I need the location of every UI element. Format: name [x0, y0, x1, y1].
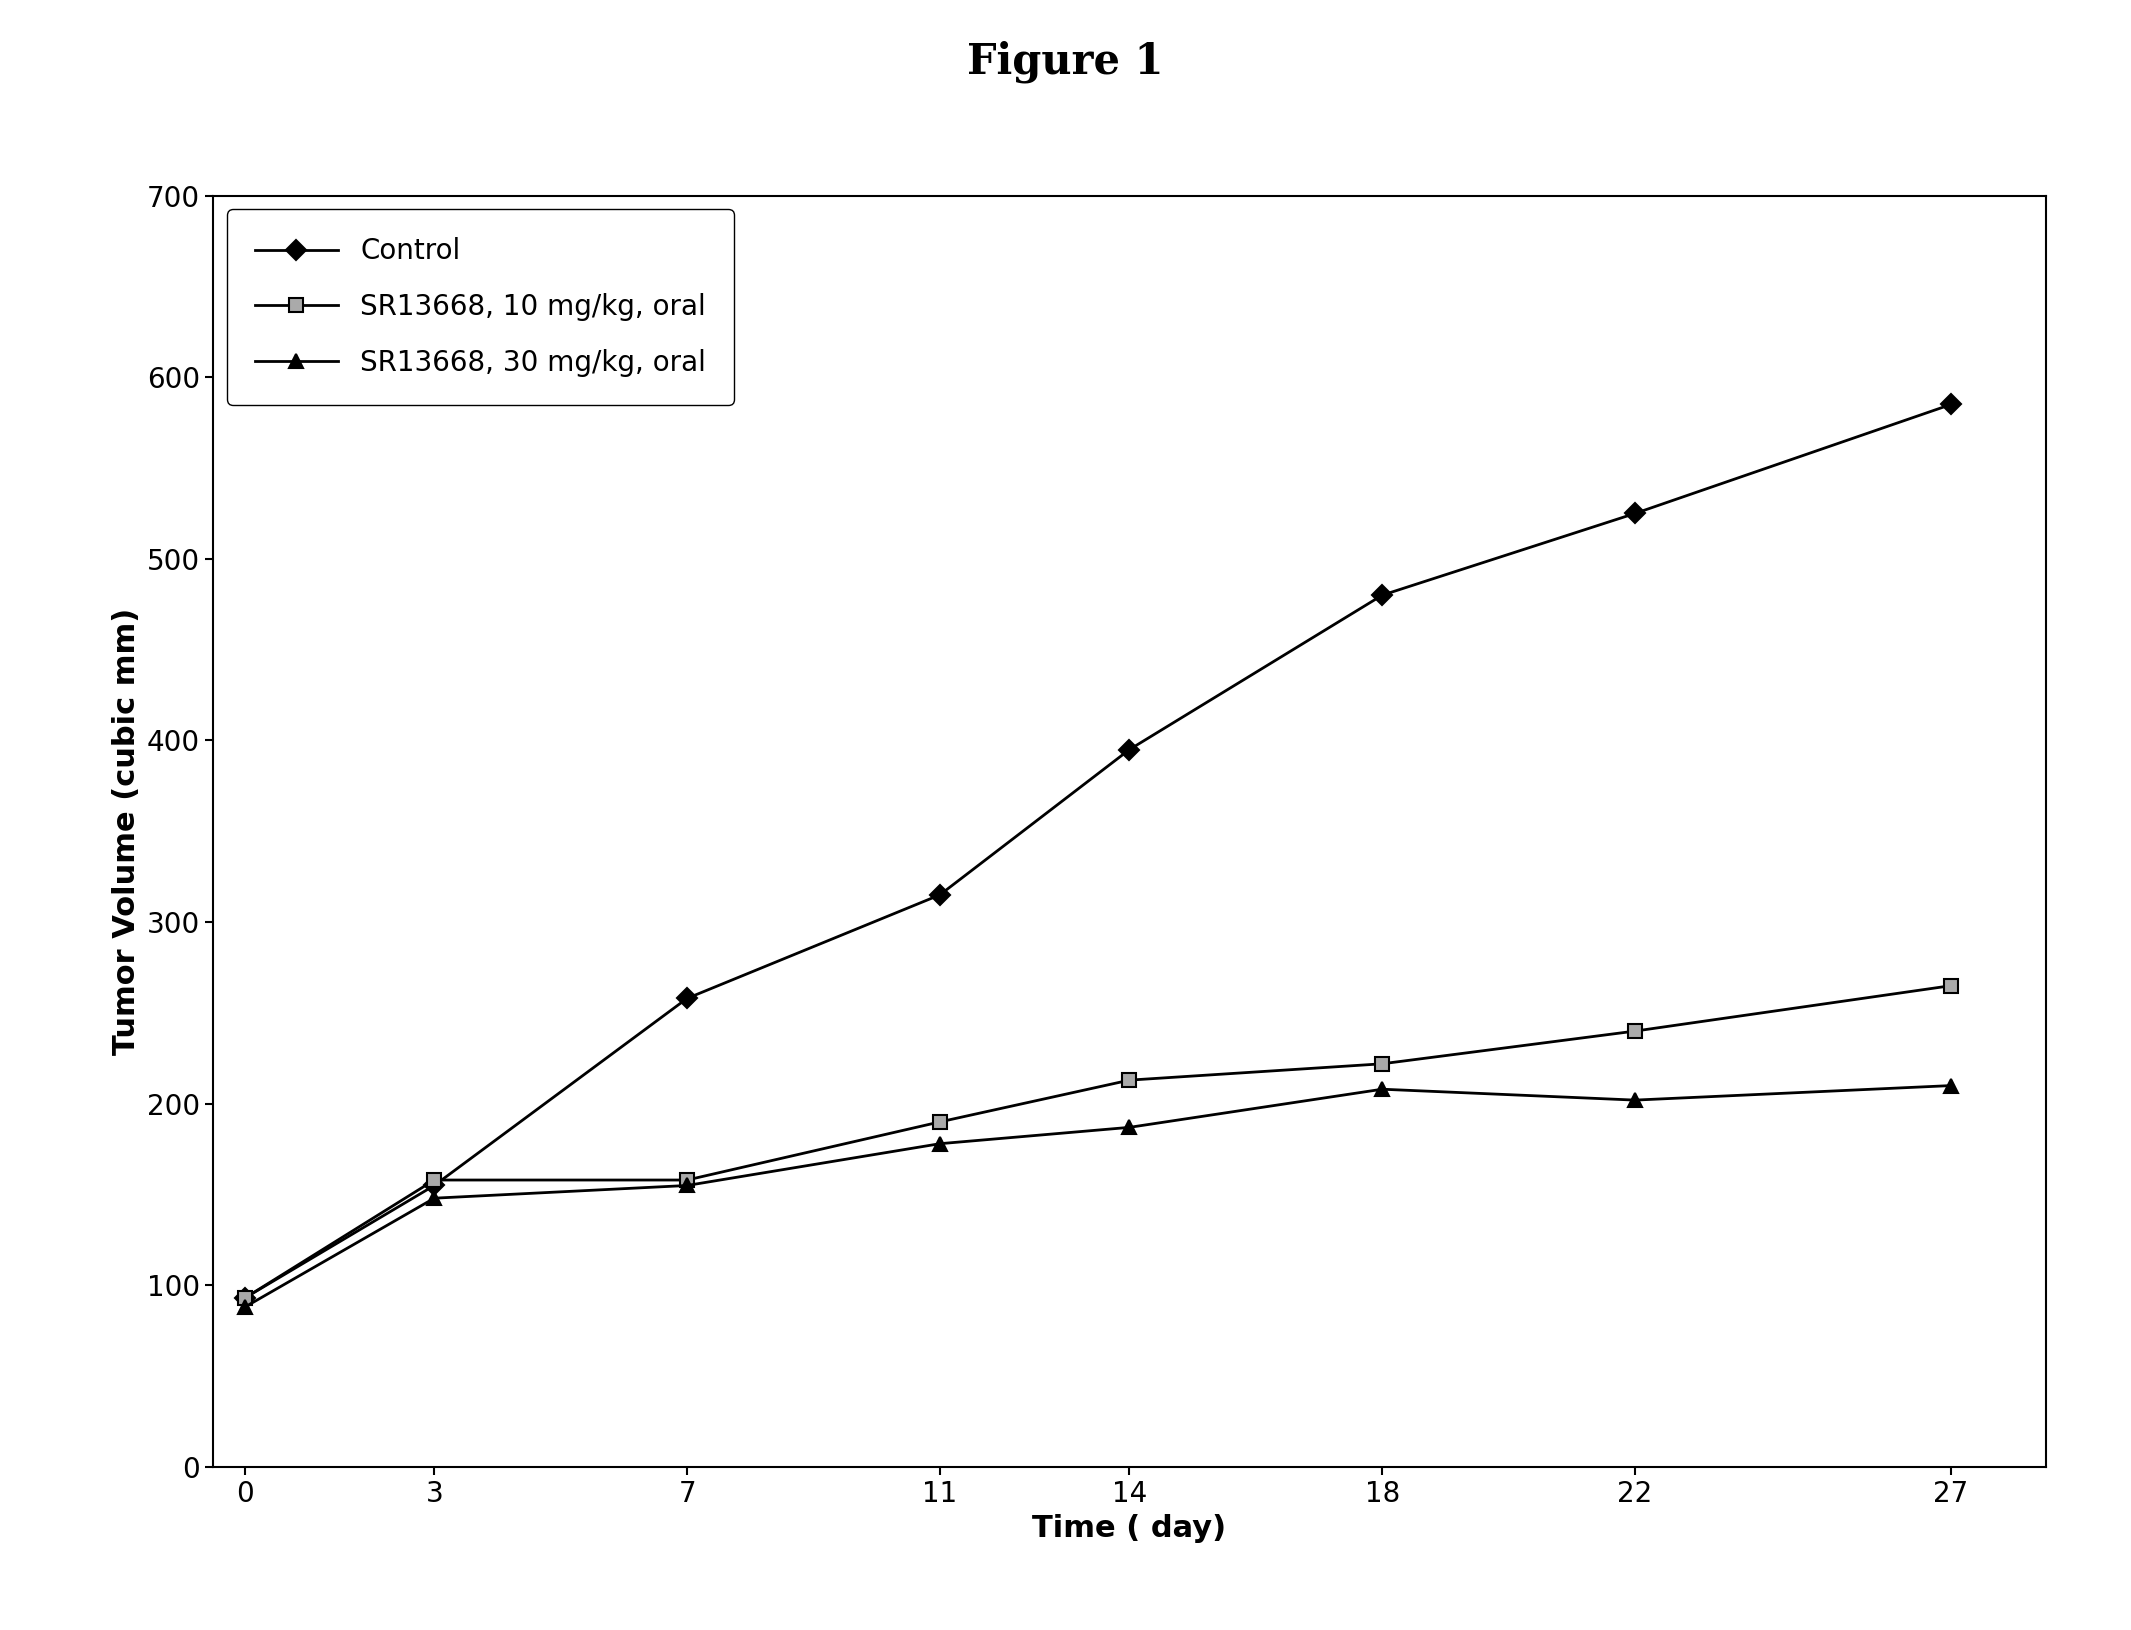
SR13668, 30 mg/kg, oral: [422, 1188, 448, 1208]
Control: [673, 989, 699, 1009]
Line: Control: Control: [239, 398, 1958, 1306]
Control: [232, 1288, 258, 1307]
Line: SR13668, 10 mg/kg, oral: SR13668, 10 mg/kg, oral: [239, 978, 1958, 1306]
Control: [1117, 740, 1142, 760]
Control: [1370, 585, 1396, 605]
Control: [927, 885, 953, 905]
SR13668, 10 mg/kg, oral: [1622, 1022, 1647, 1042]
SR13668, 10 mg/kg, oral: [1370, 1055, 1396, 1074]
Text: Figure 1: Figure 1: [967, 41, 1164, 83]
SR13668, 10 mg/kg, oral: [1939, 976, 1965, 996]
SR13668, 30 mg/kg, oral: [232, 1297, 258, 1317]
SR13668, 30 mg/kg, oral: [927, 1134, 953, 1154]
Line: SR13668, 30 mg/kg, oral: SR13668, 30 mg/kg, oral: [239, 1079, 1958, 1314]
SR13668, 10 mg/kg, oral: [673, 1170, 699, 1190]
Control: [1622, 504, 1647, 523]
Control: [422, 1175, 448, 1195]
SR13668, 10 mg/kg, oral: [927, 1112, 953, 1131]
SR13668, 30 mg/kg, oral: [1370, 1079, 1396, 1099]
SR13668, 30 mg/kg, oral: [1622, 1090, 1647, 1110]
SR13668, 10 mg/kg, oral: [232, 1288, 258, 1307]
Y-axis label: Tumor Volume (cubic mm): Tumor Volume (cubic mm): [113, 608, 141, 1055]
SR13668, 30 mg/kg, oral: [1939, 1076, 1965, 1095]
SR13668, 10 mg/kg, oral: [1117, 1071, 1142, 1090]
Legend: Control, SR13668, 10 mg/kg, oral, SR13668, 30 mg/kg, oral: Control, SR13668, 10 mg/kg, oral, SR1366…: [228, 210, 733, 404]
SR13668, 30 mg/kg, oral: [673, 1175, 699, 1195]
SR13668, 10 mg/kg, oral: [422, 1170, 448, 1190]
X-axis label: Time ( day): Time ( day): [1031, 1514, 1227, 1542]
Control: [1939, 394, 1965, 414]
SR13668, 30 mg/kg, oral: [1117, 1118, 1142, 1138]
